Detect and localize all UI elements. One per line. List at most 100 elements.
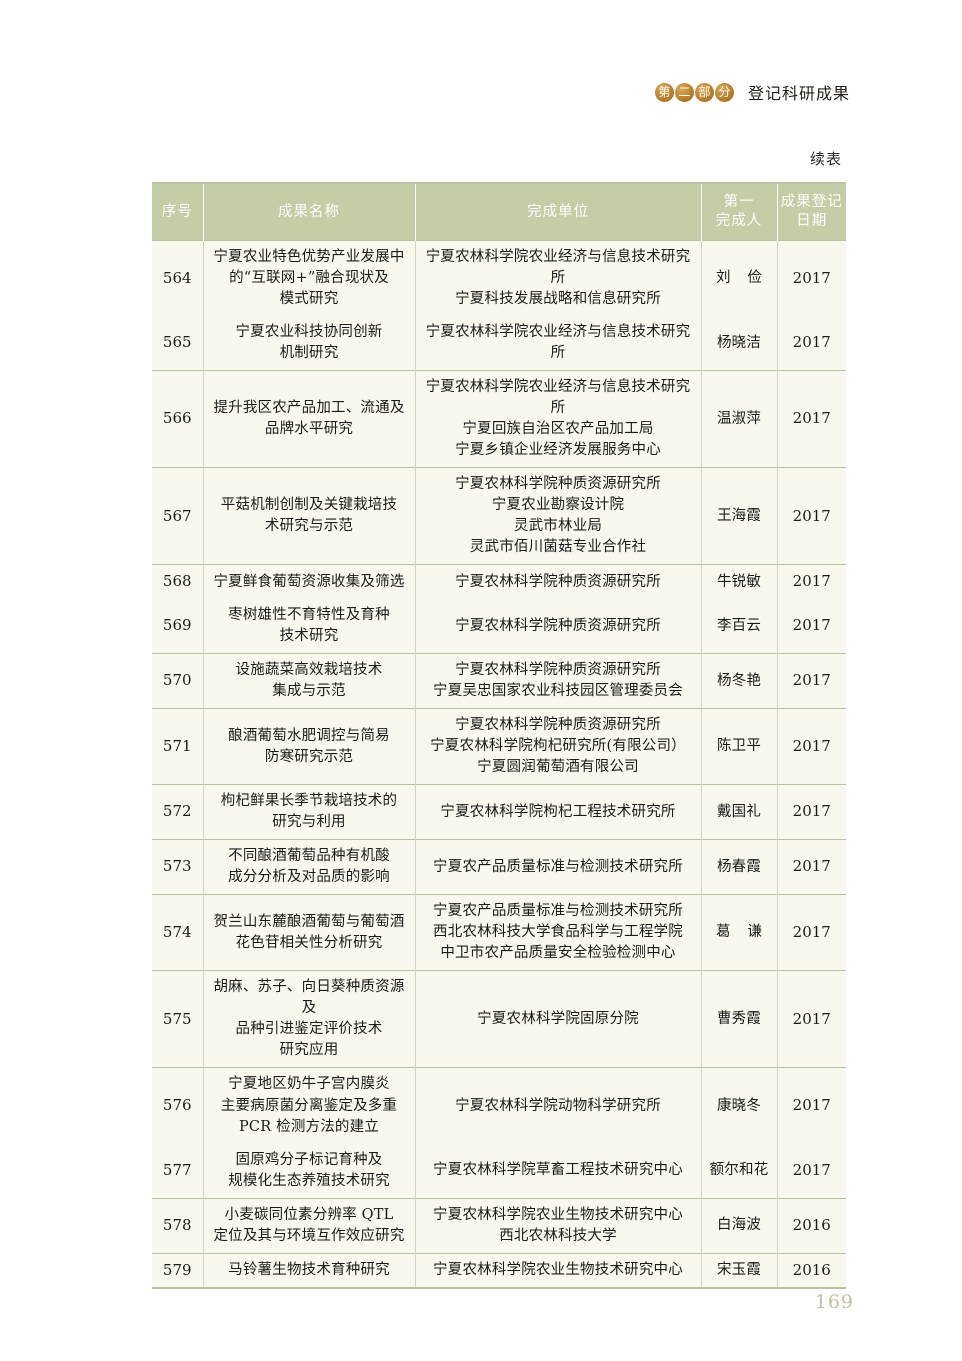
cell-completing-unit: 宁夏农产品质量标准与检测技术研究所	[415, 839, 702, 895]
cell-completing-unit: 宁夏农林科学院农业经济与信息技术研究所 宁夏科技发展战略和信息研究所	[415, 240, 702, 317]
table-row: 572 枸杞鲜果长季节栽培技术的 研究与利用 宁夏农林科学院枸杞工程技术研究所 戴国礼 2…	[152, 784, 846, 840]
cell-registration-date: 2017	[777, 370, 846, 468]
result-name-line: 小麦碳同位素分辨率 QTL	[224, 1206, 394, 1223]
result-name-line: 胡麻、苏子、向日葵种质资源及	[213, 979, 405, 1017]
table-row: 568 宁夏鲜食葡萄资源收集及筛选 宁夏农林科学院种质资源研究所 牛锐敏 2017	[152, 564, 846, 600]
completing-unit-line: 宁夏农林科学院枸杞工程技术研究所	[440, 803, 676, 820]
cell-completing-unit: 宁夏农林科学院动物科学研究所	[415, 1067, 702, 1144]
cell-serial-number: 570	[152, 653, 204, 709]
cell-serial-number: 578	[152, 1197, 204, 1254]
cell-serial-number: 575	[152, 970, 204, 1068]
cell-completing-unit: 宁夏农林科学院种质资源研究所 宁夏吴忠国家农业科技园区管理委员会	[415, 653, 702, 709]
result-name-line: 固原鸡分子标记育种及	[235, 1151, 383, 1168]
cell-result-name: 平菇机制创制及关键栽培技 术研究与示范	[203, 467, 416, 565]
table-row: 571 酿酒葡萄水肥调控与简易 防寒研究示范 宁夏农林科学院种质资源研究所 宁夏农林科学…	[152, 708, 846, 785]
completing-unit-line: 宁夏圆润葡萄酒有限公司	[477, 759, 639, 776]
cell-registration-date: 2017	[777, 1143, 846, 1199]
result-name-line: 规模化生态养殖技术研究	[228, 1172, 390, 1189]
cell-serial-number: 567	[152, 467, 204, 565]
result-name-line: 酿酒葡萄水肥调控与简易	[228, 727, 390, 744]
result-name-line: 宁夏农业科技协同创新	[235, 324, 383, 341]
completing-unit-line: 宁夏回族自治区农产品加工局	[462, 421, 654, 438]
result-name-line: 研究与利用	[272, 814, 346, 831]
cell-result-name: 酿酒葡萄水肥调控与简易 防寒研究示范	[203, 708, 416, 785]
cell-registration-date: 2017	[777, 839, 846, 895]
cell-result-name: 宁夏农业特色优势产业发展中 的“互联网+”融合现状及 模式研究	[203, 240, 416, 317]
cell-serial-number: 577	[152, 1143, 204, 1199]
table-top-rule	[152, 182, 846, 184]
name-char: 葛	[716, 924, 731, 941]
table-row: 578 小麦碳同位素分辨率 QTL 定位及其与环境互作效应研究 宁夏农林科学院农业生物…	[152, 1197, 846, 1254]
registered-results-table: 序号 成果名称 完成单位 第一 完成人 成果登记 日期 564 宁夏农业特色优势产…	[152, 184, 846, 1288]
cell-completing-unit: 宁夏农林科学院种质资源研究所	[415, 564, 702, 600]
table-header: 序号 成果名称 完成单位 第一 完成人 成果登记 日期	[152, 184, 846, 241]
completing-unit-line: 宁夏农林科学院农业经济与信息技术研究所	[425, 324, 691, 362]
results-table-container: 序号 成果名称 完成单位 第一 完成人 成果登记 日期 564 宁夏农业特色优势产…	[152, 184, 846, 1288]
cell-serial-number: 572	[152, 784, 204, 840]
cell-first-completer: 杨晓洁	[701, 316, 778, 371]
cell-first-completer: 李百云	[701, 599, 778, 654]
cell-registration-date: 2017	[777, 894, 846, 971]
col-header-result-name: 成果名称	[203, 184, 416, 241]
result-name-line: 提升我区农产品加工、流通及	[213, 400, 405, 417]
table-row: 567 平菇机制创制及关键栽培技 术研究与示范 宁夏农林科学院种质资源研究所 宁夏农业勘…	[152, 467, 846, 565]
cell-registration-date: 2017	[777, 784, 846, 840]
cell-serial-number: 566	[152, 370, 204, 468]
cell-completing-unit: 宁夏农林科学院种质资源研究所 宁夏农业勘察设计院 灵武市林业局 灵武市佰川菌菇专业合作…	[415, 467, 702, 565]
completing-unit-line: 灵武市佰川菌菇专业合作社	[469, 539, 647, 556]
cell-result-name: 小麦碳同位素分辨率 QTL 定位及其与环境互作效应研究	[203, 1197, 416, 1254]
cell-registration-date: 2017	[777, 240, 846, 317]
table-row: 566 提升我区农产品加工、流通及 品牌水平研究 宁夏农林科学院农业经济与信息技术研究…	[152, 370, 846, 468]
first-completer-name: 刘俭	[716, 268, 762, 289]
cell-serial-number: 564	[152, 240, 204, 317]
table-body: 564 宁夏农业特色优势产业发展中 的“互联网+”融合现状及 模式研究 宁夏农林科学院农…	[152, 240, 846, 1288]
completing-unit-line: 宁夏农林科学院固原分院	[477, 1010, 639, 1027]
col-header-registration-date: 成果登记 日期	[777, 184, 846, 241]
result-name-line: 马铃薯生物技术育种研究	[228, 1261, 390, 1278]
cell-result-name: 胡麻、苏子、向日葵种质资源及 品种引进鉴定评价技术 研究应用	[203, 970, 416, 1068]
cell-result-name: 设施蔬菜高效栽培技术 集成与示范	[203, 653, 416, 709]
cell-first-completer: 曹秀霞	[701, 970, 778, 1068]
running-head: 第 二 部 分 登记科研成果	[654, 80, 850, 104]
result-name-line: 品牌水平研究	[264, 421, 354, 438]
cell-completing-unit: 宁夏农林科学院种质资源研究所	[415, 599, 702, 654]
completing-unit-line: 宁夏乡镇企业经济发展服务中心	[455, 442, 661, 459]
completing-unit-line: 宁夏农林科学院种质资源研究所	[455, 476, 661, 493]
cell-result-name: 固原鸡分子标记育种及 规模化生态养殖技术研究	[203, 1143, 416, 1199]
cell-result-name: 宁夏鲜食葡萄资源收集及筛选	[203, 564, 416, 600]
cell-serial-number: 579	[152, 1252, 204, 1288]
completing-unit-line: 宁夏农林科学院枸杞研究所(有限公司）	[430, 738, 686, 755]
first-completer-name: 葛谦	[716, 922, 762, 943]
col-header-registration-date-line2: 日期	[796, 213, 828, 230]
cell-completing-unit: 宁夏农林科学院固原分院	[415, 970, 702, 1068]
result-name-line: 宁夏农业特色优势产业发展中	[213, 249, 405, 266]
result-name-line: PCR 检测方法的建立	[238, 1118, 380, 1135]
cell-registration-date: 2017	[777, 653, 846, 709]
col-header-first-completer: 第一 完成人	[701, 184, 778, 241]
cell-serial-number: 569	[152, 599, 204, 654]
completing-unit-line: 宁夏农产品质量标准与检测技术研究所	[433, 903, 683, 920]
table-row: 574 贺兰山东麓酿酒葡萄与葡萄酒 花色苷相关性分析研究 宁夏农产品质量标准与检测技术…	[152, 894, 846, 971]
result-name-line: 模式研究	[279, 291, 339, 308]
running-head-title: 登记科研成果	[747, 84, 850, 103]
cell-registration-date: 2017	[777, 1067, 846, 1144]
cell-first-completer: 牛锐敏	[701, 564, 778, 600]
completing-unit-line: 宁夏农林科学院农业生物技术研究中心	[433, 1206, 683, 1223]
result-name-line: 防寒研究示范	[264, 748, 354, 765]
result-name-line: 术研究与示范	[264, 518, 354, 535]
table-row: 565 宁夏农业科技协同创新 机制研究 宁夏农林科学院农业经济与信息技术研究所 杨晓洁 2…	[152, 316, 846, 371]
completing-unit-line: 宁夏科技发展战略和信息研究所	[455, 291, 661, 308]
page-number: 169	[814, 1291, 854, 1313]
cell-first-completer: 额尔和花	[701, 1143, 778, 1199]
result-name-line: 花色苷相关性分析研究	[235, 934, 383, 951]
result-name-line: 定位及其与环境互作效应研究	[213, 1227, 405, 1244]
table-row: 564 宁夏农业特色优势产业发展中 的“互联网+”融合现状及 模式研究 宁夏农林科学院农…	[152, 240, 846, 317]
cell-serial-number: 573	[152, 839, 204, 895]
cell-result-name: 贺兰山东麓酿酒葡萄与葡萄酒 花色苷相关性分析研究	[203, 894, 416, 971]
cell-result-name: 马铃薯生物技术育种研究	[203, 1252, 416, 1288]
col-header-first-completer-line1: 第一	[723, 194, 755, 210]
completing-unit-line: 宁夏农业勘察设计院	[491, 497, 625, 514]
result-name-line: 机制研究	[279, 345, 339, 362]
col-header-registration-date-line1: 成果登记	[780, 194, 843, 210]
name-char: 谦	[747, 924, 763, 941]
